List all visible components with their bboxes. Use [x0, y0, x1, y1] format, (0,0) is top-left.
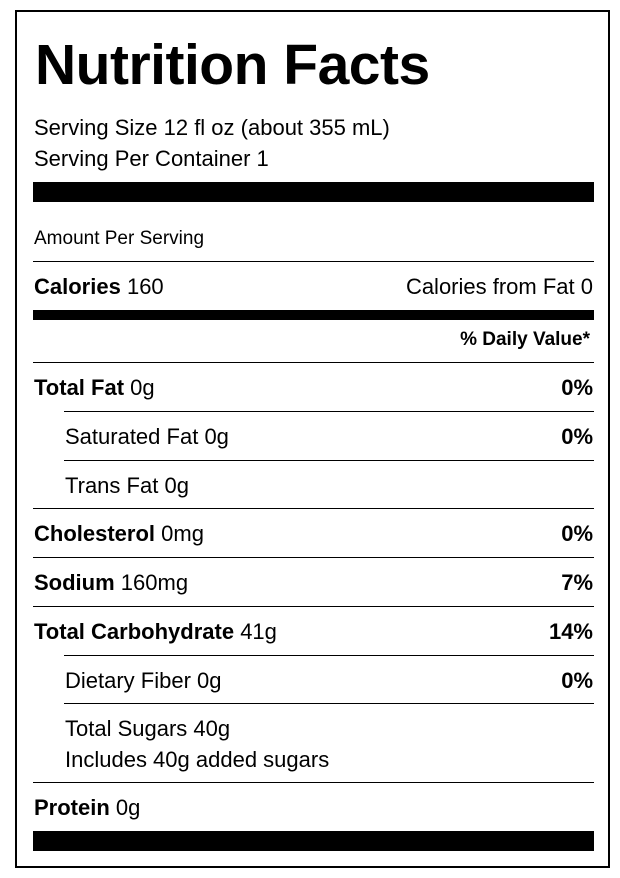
nutrient-label: Protein: [34, 795, 110, 820]
nutrient-dv: 0%: [561, 521, 593, 546]
medium-divider: [33, 310, 594, 320]
divider: [33, 782, 594, 783]
thick-divider: [33, 831, 594, 851]
nutrient-dv: 7%: [561, 570, 593, 595]
nutrient-label: Dietary Fiber: [65, 668, 191, 693]
calories-label: Calories: [34, 274, 121, 299]
calories-value: 160: [126, 274, 164, 299]
divider: [64, 460, 594, 461]
nutrient-row-saturated-fat: Saturated Fat 0g 0%: [65, 423, 593, 451]
divider: [33, 508, 594, 509]
nutrient-amount: 40g: [193, 716, 231, 741]
nutrient-dv: 0%: [561, 668, 593, 693]
serving-size: Serving Size 12 fl oz (about 355 mL): [34, 115, 390, 140]
calories-row: Calories 160 Calories from Fat 0: [34, 273, 593, 301]
divider: [33, 606, 594, 607]
calories-from-fat: Calories from Fat 0: [405, 274, 593, 299]
nutrient-amount: 0mg: [161, 521, 204, 546]
nutrient-dv: 14%: [548, 619, 593, 644]
nutrient-row-total-carbohydrate: Total Carbohydrate 41g 14%: [34, 618, 593, 646]
nutrient-amount: 41g: [240, 619, 277, 644]
added-sugars: Includes 40g added sugars: [65, 747, 330, 772]
nutrient-label: Total Fat: [34, 375, 125, 400]
divider: [64, 655, 594, 656]
nutrient-label: Sodium: [34, 570, 115, 595]
nutrient-row-cholesterol: Cholesterol 0mg 0%: [34, 520, 593, 548]
divider: [64, 411, 594, 412]
servings-per-container: Serving Per Container 1: [34, 146, 269, 171]
divider: [33, 261, 594, 262]
divider: [64, 703, 594, 704]
label-title: Nutrition Facts: [35, 33, 430, 97]
nutrient-label: Total Carbohydrate: [34, 619, 235, 644]
nutrient-row-total-fat: Total Fat 0g 0%: [34, 374, 593, 402]
nutrient-row-sugars: Total Sugars 40g Includes 40g added suga…: [65, 713, 329, 775]
daily-value-header: % Daily Value*: [460, 329, 590, 350]
amount-per-serving: Amount Per Serving: [34, 228, 205, 249]
nutrient-row-dietary-fiber: Dietary Fiber 0g 0%: [65, 667, 593, 695]
divider: [33, 557, 594, 558]
nutrient-dv: 0%: [561, 375, 593, 400]
nutrition-facts-label: Nutrition Facts Serving Size 12 fl oz (a…: [15, 10, 610, 868]
nutrient-label: Trans Fat: [65, 473, 159, 498]
nutrient-amount: 160mg: [120, 570, 189, 595]
nutrient-label: Total Sugars: [65, 716, 188, 741]
nutrient-row-sodium: Sodium 160mg 7%: [34, 569, 593, 597]
nutrient-amount: 0g: [204, 424, 229, 449]
nutrient-amount: 0g: [164, 473, 189, 498]
nutrient-amount: 0g: [197, 668, 222, 693]
divider: [33, 362, 594, 363]
nutrient-amount: 0g: [130, 375, 155, 400]
nutrient-dv: 0%: [561, 424, 593, 449]
nutrient-label: Saturated Fat: [65, 424, 199, 449]
nutrient-row-protein: Protein 0g: [34, 794, 593, 822]
nutrient-label: Cholesterol: [34, 521, 156, 546]
nutrient-amount: 0g: [115, 795, 141, 820]
nutrient-row-trans-fat: Trans Fat 0g: [65, 472, 593, 500]
thick-divider: [33, 182, 594, 202]
